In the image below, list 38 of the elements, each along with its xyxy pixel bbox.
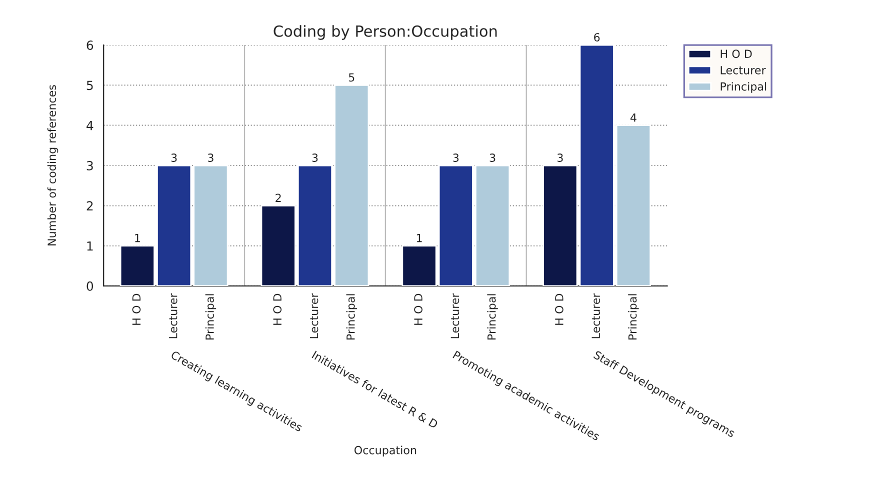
text: Lecturer [592, 293, 600, 338]
data-label: 3 [208, 154, 214, 162]
y-tick-label: 0 [86, 281, 94, 291]
text: Lecturer [169, 293, 178, 338]
text: Principal [346, 294, 357, 340]
legend-label: Principal [720, 82, 766, 93]
data-label: 4 [630, 114, 636, 122]
y-tick-label: 1 [87, 241, 93, 251]
legend-label: Lecturer [720, 66, 766, 74]
legend-label: H O D [720, 50, 752, 58]
data-label: 6 [594, 33, 600, 42]
data-label: 1 [135, 234, 140, 242]
data-label: 3 [453, 154, 459, 162]
y-axis-title: Number of coding references [47, 85, 58, 246]
text: Lecturer [310, 293, 318, 338]
text: H O D [273, 294, 282, 325]
y-tick-label: 2 [86, 201, 93, 210]
text: Principal [205, 294, 216, 340]
data-label: 3 [557, 154, 563, 162]
text: H O D [555, 294, 564, 325]
y-tick-label: 4 [86, 120, 94, 130]
text: Lecturer [450, 293, 460, 338]
y-tick-label: 6 [86, 40, 94, 50]
text: Principal [487, 294, 498, 340]
text: H O D [414, 294, 422, 325]
data-label: 3 [490, 154, 496, 162]
chart-title: Coding by Person:Occupation [274, 25, 497, 40]
data-label: 3 [171, 154, 177, 162]
y-tick-label: 3 [86, 160, 93, 170]
data-label: 5 [348, 73, 354, 82]
text: Principal [628, 294, 639, 340]
data-label: 2 [276, 194, 281, 202]
text: H O D [132, 294, 141, 325]
data-label: 3 [312, 154, 318, 162]
y-tick-label: 5 [86, 80, 93, 90]
x-axis-title: Occupation [354, 446, 416, 456]
bar [542, 164, 578, 286]
data-label: 1 [416, 234, 422, 242]
